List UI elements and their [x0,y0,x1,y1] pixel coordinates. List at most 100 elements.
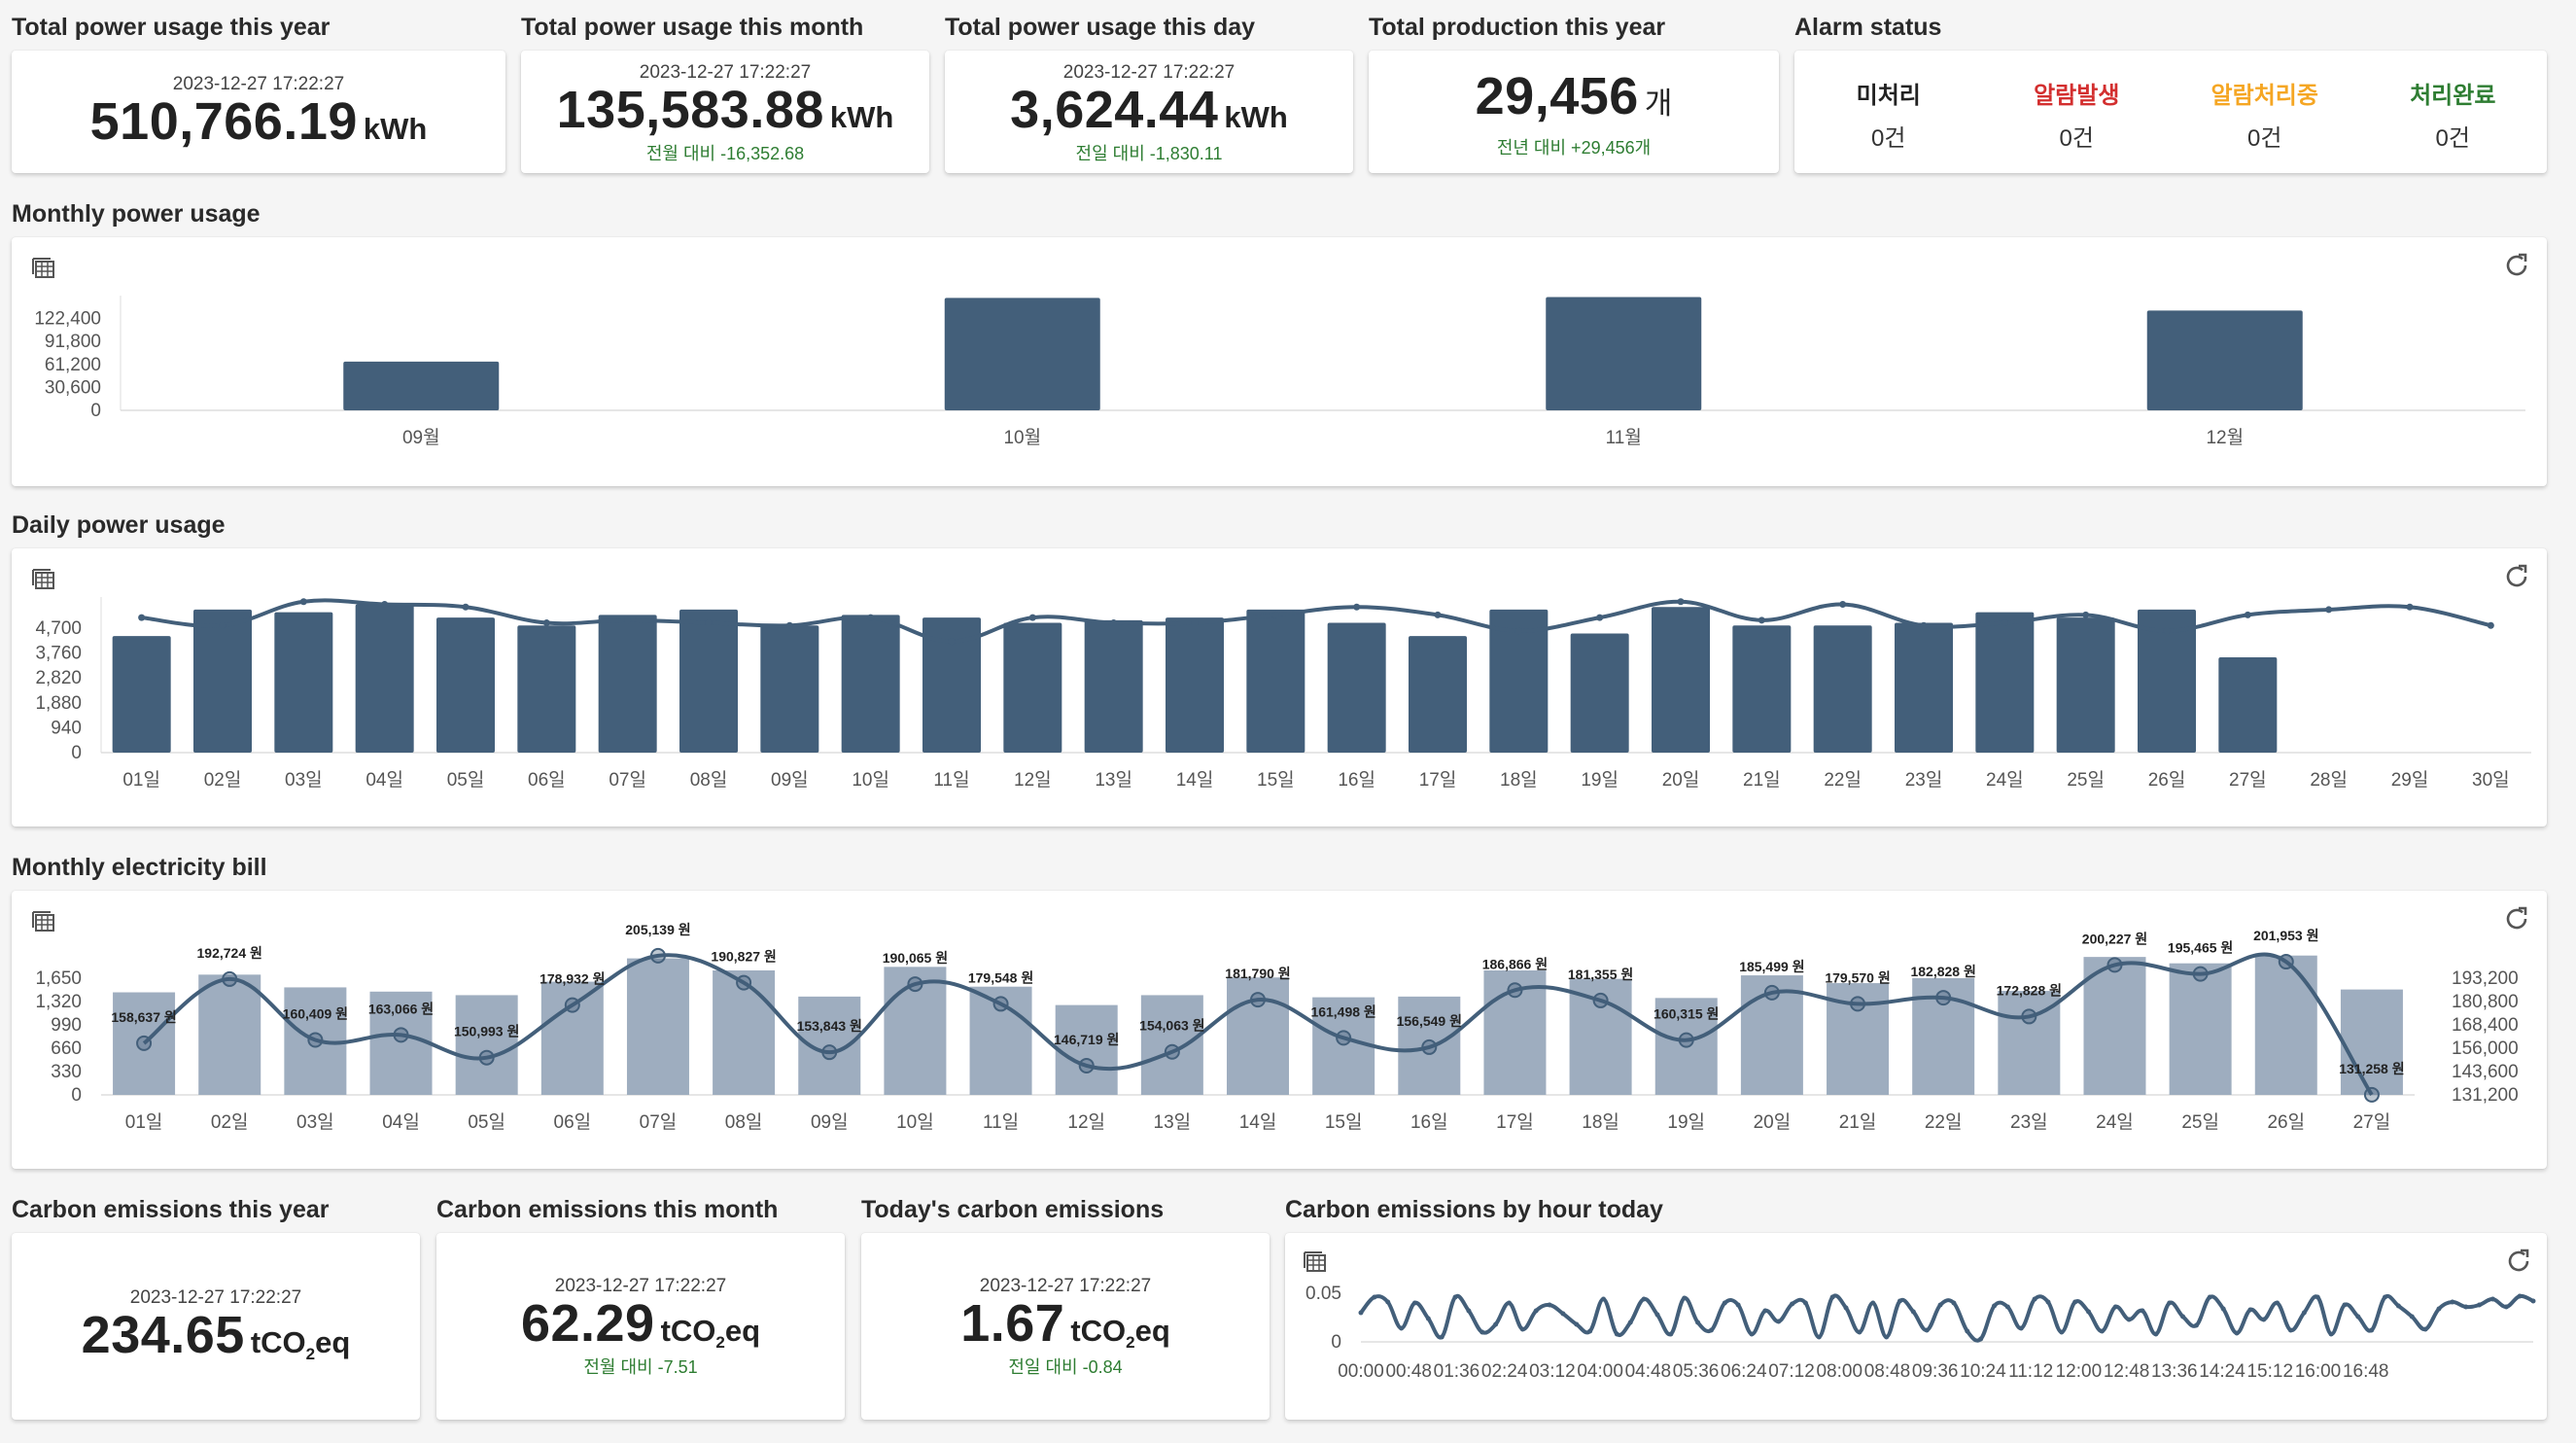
x-tick-label: 00:48 [1385,1361,1432,1382]
hourly-point [2328,1331,2334,1337]
y-tick-label: 0 [71,743,82,763]
x-tick-label: 26일 [2148,769,2186,791]
hourly-point [1425,1316,1431,1321]
x-tick-label: 15일 [1325,1111,1363,1133]
y-tick-label: 0 [1331,1332,1341,1353]
y-tick-label: 2,820 [35,668,82,688]
x-tick-label: 12:00 [2056,1361,2103,1382]
trend-point [705,619,713,627]
bar [112,636,171,753]
bar [884,967,947,1095]
trend-point [1839,600,1847,608]
trend-point [1758,616,1765,624]
data-label: 150,993 원 [454,1024,519,1039]
hourly-point [2409,1314,2415,1320]
x-tick-label: 12일 [1067,1111,1105,1133]
x-tick-label: 30일 [2472,769,2510,791]
table-view-icon[interactable] [31,910,56,933]
kpi-production-card: 29,456 개 전년 대비 +29,456개 [1369,51,1779,173]
bar [598,615,657,753]
bar [517,625,576,753]
hourly-point [2247,1307,2253,1313]
hourly-point [1506,1300,1512,1306]
bill-point [649,947,666,964]
kpi-day-card: 2023-12-27 17:22:27 3,624.44 kWh 전일 대비 -1… [945,51,1353,173]
x-tick-label: 02:24 [1481,1361,1528,1382]
x-tick-label: 12월 [2206,427,2244,448]
x-tick-label: 09월 [402,427,440,448]
hourly-point [2220,1306,2226,1312]
x-tick-label: 07일 [609,769,646,791]
kpi-day-diff: 전일 대비 -1,830.11 [1075,144,1223,163]
x-tick-label: 06:24 [1721,1361,1767,1382]
bar [1489,609,1549,753]
hourly-point [2450,1299,2455,1305]
carbon-today-unit: tCO2eq [1070,1314,1170,1353]
hourly-point [1372,1294,1377,1300]
kpi-production-unit: 개 [1644,87,1673,121]
hourly-point [1910,1309,1916,1315]
hourly-point [1654,1312,1660,1318]
trend-point [219,621,226,629]
bar [1166,617,1224,753]
refresh-icon[interactable] [2502,251,2531,280]
y-tick-label: 330 [51,1062,82,1082]
hourly-point [2140,1308,2145,1314]
trend-point [1434,611,1442,618]
hourly-point [2032,1296,2037,1302]
hourly-point [1614,1331,1619,1337]
y-tick-label: 0.05 [1305,1284,1341,1304]
data-label: 179,548 원 [968,969,1033,985]
table-view-icon[interactable] [31,568,56,591]
table-view-icon[interactable] [31,257,56,280]
x-tick-label: 25일 [2181,1111,2219,1133]
x-tick-label: 03일 [296,1111,334,1133]
x-tick-label: 24일 [2096,1111,2134,1133]
y-tick-label: 61,200 [45,355,101,375]
x-tick-label: 09:36 [1912,1361,1959,1382]
bar [944,298,1100,410]
bar [343,361,500,410]
hourly-line [1359,1293,2534,1343]
alarm-processing-count: 0건 [2247,125,2282,152]
x-tick-label: 16:00 [2295,1361,2342,1382]
bar [1055,1004,1118,1095]
data-label: 154,063 원 [1139,1018,1204,1034]
refresh-icon[interactable] [2504,1247,2533,1276]
bill-point [1850,996,1866,1012]
hourly-point [1466,1308,1472,1314]
x-tick-label: 10일 [896,1111,934,1133]
x-tick-label: 15일 [1257,769,1295,791]
bar [1246,609,1305,753]
alarm-occurred[interactable]: 알람발생 0건 [1983,51,2172,173]
x-tick-label: 17일 [1419,769,1457,791]
refresh-icon[interactable] [2502,562,2531,591]
hourly-point [1951,1300,1957,1306]
trend-point [299,598,307,606]
alarm-completed[interactable]: 처리완료 0건 [2359,51,2548,173]
hourly-point [1358,1310,1364,1316]
bill-line [142,952,2374,1096]
data-label: 195,465 원 [2168,940,2233,956]
y-tick-label: 660 [51,1038,82,1059]
hourly-point [1857,1329,1862,1335]
hourly-point [1627,1320,1633,1325]
kpi-production-diff: 전년 대비 +29,456개 [1496,138,1652,158]
trend-point [867,614,875,621]
x-tick-label: 27일 [2353,1111,2391,1133]
carbon-year-card: 2023-12-27 17:22:27 234.65 tCO2eq [12,1233,420,1420]
alarm-unprocessed[interactable]: 미처리 0건 [1794,51,1983,173]
x-tick-label: 19일 [1581,769,1619,791]
bill-point [2278,954,2294,970]
bar [2138,609,2196,753]
hourly-point [2436,1306,2442,1312]
x-tick-label: 06일 [528,769,566,791]
hourly-point [2126,1317,2132,1322]
hourly-point [1937,1302,1943,1308]
trend-point [2001,619,2008,627]
alarm-processing[interactable]: 알람처리중 0건 [2171,51,2359,173]
refresh-icon[interactable] [2502,904,2531,933]
x-tick-label: 23일 [1905,769,1943,791]
table-view-icon[interactable] [1303,1250,1328,1274]
data-label: 181,790 원 [1225,966,1290,981]
